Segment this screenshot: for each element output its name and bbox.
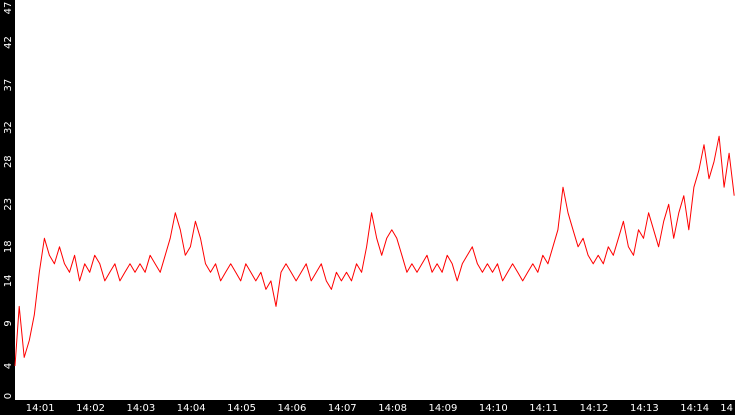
series-line <box>14 135 735 367</box>
y-tick-label: 9 <box>3 320 14 326</box>
y-tick-label: 4 <box>3 363 14 369</box>
x-tick-label: 14:06 <box>278 403 307 414</box>
x-tick-label: 14:12 <box>580 403 609 414</box>
x-axis: 14:01 14:02 14:03 14:04 14:05 14:06 14:07 14:08… <box>26 403 733 414</box>
plot-area <box>15 0 735 400</box>
y-axis: 0 4 9 14 18 23 28 32 37 42 47 <box>3 2 14 400</box>
y-tick-label: 42 <box>3 36 14 49</box>
y-tick-label: 18 <box>3 240 14 253</box>
series-layer <box>14 135 735 367</box>
x-tick-label: 14:02 <box>76 403 105 414</box>
x-tick-label: 14:05 <box>227 403 256 414</box>
x-tick-label: 14:04 <box>177 403 206 414</box>
y-tick-label: 0 <box>3 393 14 399</box>
x-tick-label: 14:11 <box>529 403 558 414</box>
y-tick-label: 28 <box>3 155 14 168</box>
x-tick-label: 14:07 <box>328 403 357 414</box>
y-tick-label: 23 <box>3 198 14 211</box>
y-tick-label: 14 <box>3 274 14 287</box>
x-tick-label: 14:01 <box>26 403 55 414</box>
x-tick-label: 14:14 <box>680 403 709 414</box>
y-tick-label: 47 <box>3 2 14 15</box>
x-tick-label: 14 <box>720 403 733 414</box>
x-tick-label: 14:10 <box>479 403 508 414</box>
y-tick-label: 32 <box>3 121 14 134</box>
x-tick-label: 14:13 <box>630 403 659 414</box>
x-tick-label: 14:03 <box>126 403 155 414</box>
y-tick-label: 37 <box>3 79 14 92</box>
x-tick-label: 14:08 <box>378 403 407 414</box>
x-tick-label: 14:09 <box>429 403 458 414</box>
